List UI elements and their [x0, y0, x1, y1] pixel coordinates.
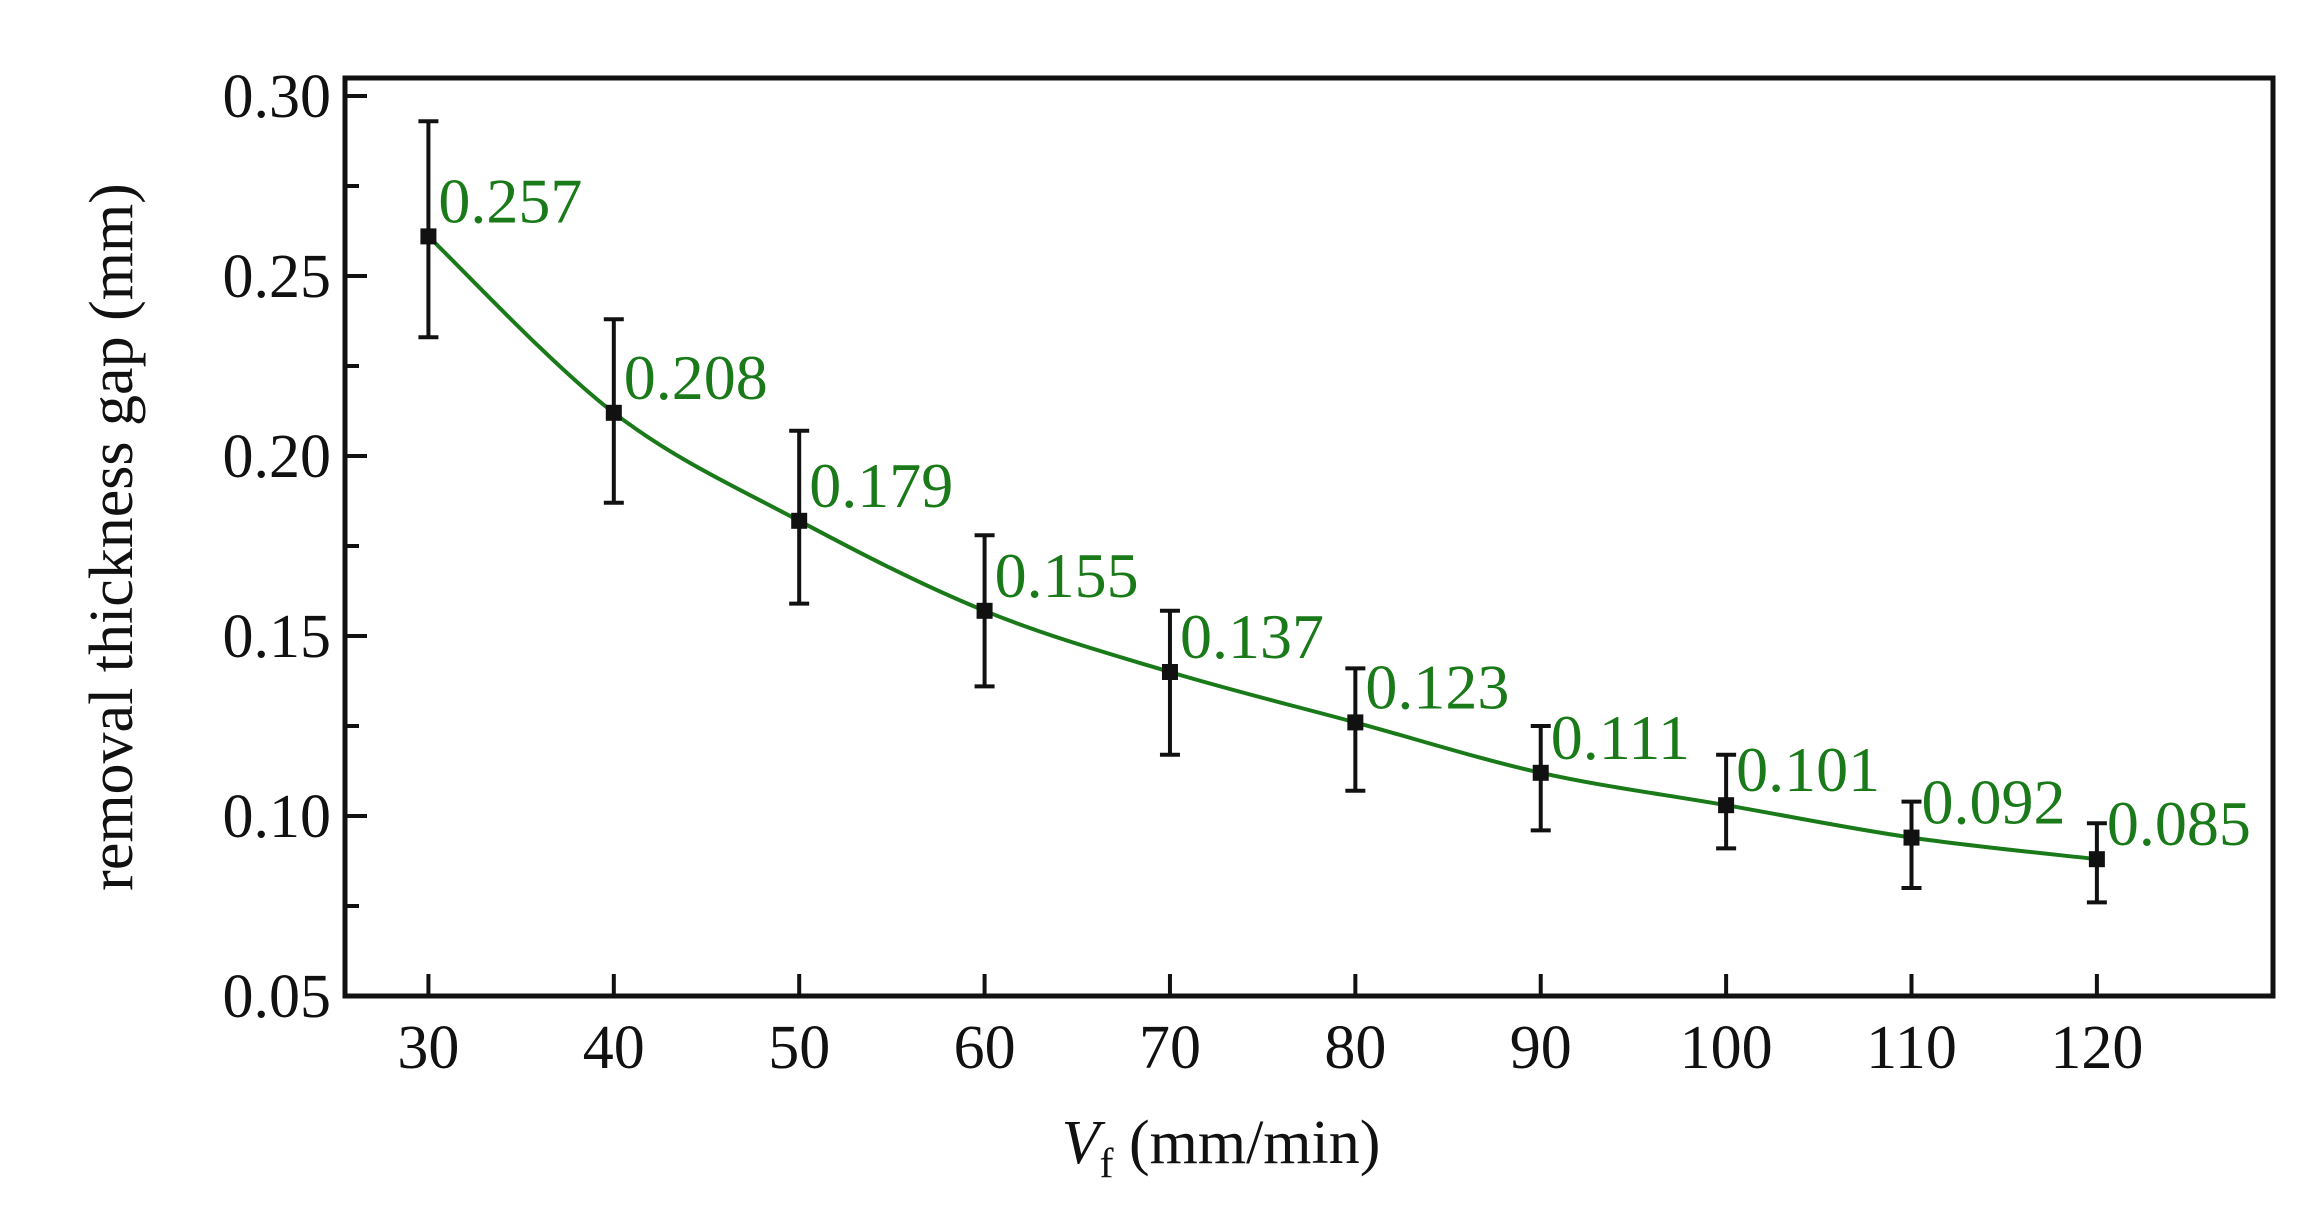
data-point-marker — [2088, 851, 2105, 868]
x-tick-label: 70 — [1139, 1014, 1201, 1082]
x-tick-label: 50 — [768, 1014, 830, 1082]
data-value-label: 0.155 — [995, 540, 1139, 611]
x-tick-label: 30 — [397, 1014, 459, 1082]
data-point-marker — [1161, 664, 1178, 680]
y-tick-label: 0.10 — [223, 783, 332, 851]
data-value-label: 0.208 — [624, 342, 768, 413]
data-point-marker — [420, 228, 437, 245]
y-tick-label: 0.05 — [223, 963, 332, 1031]
y-tick-label: 0.25 — [223, 243, 332, 311]
x-tick-label: 60 — [954, 1014, 1016, 1082]
y-tick-label: 0.15 — [223, 603, 332, 671]
data-value-label: 0.085 — [2107, 788, 2251, 859]
y-axis-ticks: 0.05 0.10 0.15 0.20 0.25 0.30 — [223, 63, 367, 1031]
y-axis-title: removal thickness gap (mm) — [78, 183, 146, 891]
data-value-label: 0.179 — [809, 450, 953, 521]
data-point-marker — [791, 512, 808, 529]
data-point-marker — [1532, 764, 1549, 781]
data-point-marker — [1347, 714, 1364, 731]
x-tick-label: 100 — [1680, 1014, 1773, 1082]
x-tick-label: 90 — [1510, 1014, 1572, 1082]
y-tick-label: 0.30 — [223, 63, 332, 131]
data-value-label: 0.092 — [1922, 767, 2066, 838]
series-layer — [418, 119, 2107, 905]
x-axis-title: Vf (mm/min) — [1062, 1109, 1381, 1187]
x-tick-label: 80 — [1324, 1014, 1386, 1082]
data-value-label: 0.257 — [438, 165, 582, 236]
data-value-label: 0.123 — [1365, 651, 1509, 722]
x-tick-label: 40 — [583, 1014, 645, 1082]
data-point-marker — [976, 602, 993, 619]
series-line — [427, 234, 2098, 862]
x-axis-subscript: f — [1099, 1141, 1113, 1187]
data-point-marker — [1718, 797, 1735, 814]
x-tick-label: 120 — [2050, 1014, 2143, 1082]
data-point-marker — [605, 404, 622, 421]
x-tick-label: 110 — [1866, 1014, 1957, 1082]
data-value-label: 0.137 — [1180, 601, 1324, 672]
x-axis-ticks: 30 40 50 60 70 80 90 100 110 120 — [397, 974, 2143, 1082]
data-value-label: 0.111 — [1551, 702, 1690, 773]
data-point-marker — [1903, 829, 1920, 846]
data-labels: 0.257 0.208 0.179 0.155 0.137 0.123 0.111 0.101… — [438, 165, 2250, 859]
x-axis-symbol: V — [1062, 1109, 1106, 1177]
data-value-label: 0.101 — [1736, 734, 1880, 805]
y-tick-label: 0.20 — [223, 423, 332, 491]
plot-frame — [342, 75, 2276, 999]
x-axis-unit: (mm/min) — [1113, 1109, 1380, 1177]
